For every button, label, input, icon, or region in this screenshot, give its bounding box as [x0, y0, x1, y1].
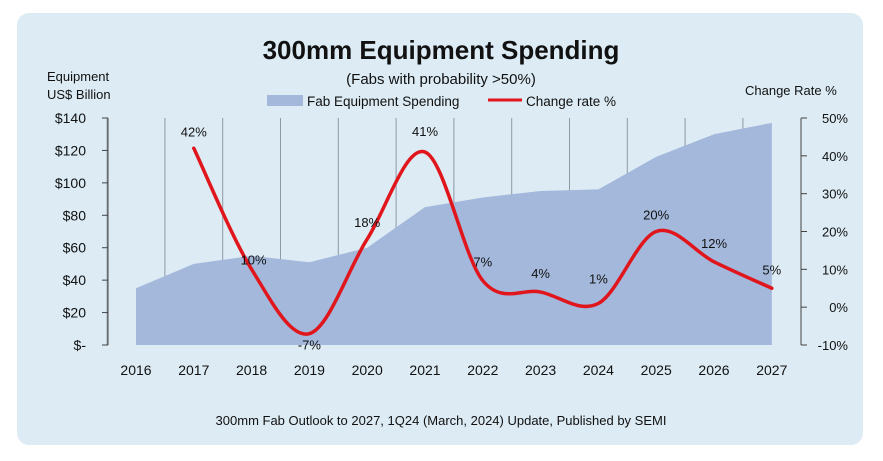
- x-axis-tick-label: 2027: [756, 362, 787, 378]
- left-axis-tick-label: $20: [63, 305, 87, 321]
- x-axis-tick-label: 2018: [236, 362, 267, 378]
- right-axis-tick-label: 10%: [822, 262, 848, 277]
- right-axis-title: Change Rate %: [745, 83, 837, 98]
- right-axis-tick-label: 40%: [822, 149, 848, 164]
- data-label: 1%: [589, 271, 608, 286]
- right-axis-tick-label: 0%: [829, 300, 848, 315]
- chart-title: 300mm Equipment Spending: [263, 35, 620, 65]
- left-axis-tick-label: $40: [63, 272, 87, 288]
- data-label: 4%: [531, 266, 550, 281]
- x-axis-tick-label: 2021: [409, 362, 440, 378]
- right-axis-tick-label: 50%: [822, 111, 848, 126]
- right-axis-tick-label: 30%: [822, 187, 848, 202]
- x-axis-tick-label: 2023: [525, 362, 556, 378]
- left-axis-tick-label: $60: [63, 240, 87, 256]
- data-label: 42%: [181, 124, 207, 139]
- data-labels: 42% 10% -7% 18% 41% 7% 4% 1% 20% 12% 5%: [181, 124, 782, 353]
- left-axis-tick-label: $-: [74, 337, 87, 353]
- legend-area-swatch: [267, 95, 303, 106]
- data-label: 5%: [762, 262, 781, 277]
- legend-label-change-rate: Change rate %: [526, 94, 616, 109]
- x-axis-tick-label: 2026: [698, 362, 729, 378]
- line-layer: [192, 146, 774, 336]
- chart-subtitle: (Fabs with probability >50%): [346, 71, 536, 88]
- x-axis-tick-label: 2022: [467, 362, 498, 378]
- x-axis-tick-label: 2017: [178, 362, 209, 378]
- line-change-rate: [192, 146, 774, 336]
- axes: $- $20 $40 $60 $80 $100 $120 $140 -10% 0% 10% 20% 30…: [55, 110, 849, 378]
- left-axis-tick-label: $80: [63, 207, 87, 223]
- chart-footer: 300mm Fab Outlook to 2027, 1Q24 (March, …: [216, 413, 667, 428]
- left-axis-tick-label: $100: [55, 175, 86, 191]
- left-axis-title-line1: Equipment: [47, 69, 110, 84]
- data-label: -7%: [298, 338, 322, 353]
- left-axis-title-line2: US$ Billion: [47, 87, 111, 102]
- right-axis-tick-label: 20%: [822, 225, 848, 240]
- data-label: 7%: [473, 255, 492, 270]
- x-axis-tick-label: 2025: [641, 362, 672, 378]
- legend-label-spending: Fab Equipment Spending: [307, 94, 459, 109]
- left-axis-tick-label: $140: [55, 110, 86, 126]
- legend: Fab Equipment Spending Change rate %: [267, 94, 616, 109]
- x-axis-tick-label: 2024: [583, 362, 614, 378]
- data-label: 10%: [241, 252, 267, 267]
- right-axis-tick-label: -10%: [818, 338, 849, 353]
- data-label: 12%: [701, 236, 727, 251]
- left-axis-tick-label: $120: [55, 142, 86, 158]
- data-label: 20%: [643, 208, 669, 223]
- x-axis-tick-label: 2019: [294, 362, 325, 378]
- x-axis-tick-label: 2016: [120, 362, 151, 378]
- x-axis-tick-label: 2020: [352, 362, 383, 378]
- data-label: 41%: [412, 124, 438, 139]
- data-label: 18%: [354, 215, 380, 230]
